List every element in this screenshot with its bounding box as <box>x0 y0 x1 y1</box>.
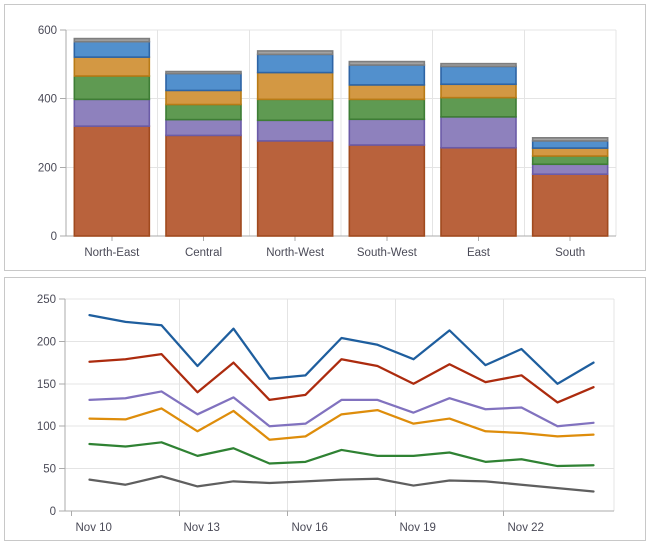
x-category-label: North-East <box>84 247 140 259</box>
line-chart-panel: 0 50 100 150 200 250 Nov 10 Nov 13 Nov 16 Nov 19 N… <box>4 277 646 541</box>
bar-segment-gray[interactable] <box>531 137 609 142</box>
line-series-gray[interactable] <box>88 475 595 493</box>
x-date-label: Nov 19 <box>400 522 436 534</box>
y-tick-label: 100 <box>37 421 56 433</box>
x-category-label: South-West <box>357 247 418 259</box>
bar-segment-green[interactable] <box>348 98 426 121</box>
bar-segment-purple[interactable] <box>256 119 334 142</box>
y-tick-label: 150 <box>37 379 56 391</box>
bar-segment-blue[interactable] <box>348 64 426 86</box>
bar-segment-orange[interactable] <box>256 71 334 101</box>
bar-segment-green[interactable] <box>165 103 242 121</box>
bar-segment-green[interactable] <box>256 98 334 122</box>
line-series-purple[interactable] <box>88 390 595 428</box>
bar-segment-gray[interactable] <box>440 62 517 68</box>
line-series-orange[interactable] <box>88 407 595 441</box>
bar-segment-gray[interactable] <box>73 37 151 43</box>
bar-segment-blue[interactable] <box>73 40 151 58</box>
x-category-label: East <box>467 247 491 259</box>
bar-segment-sienna[interactable] <box>165 134 242 237</box>
line-chart: 0 50 100 150 200 250 Nov 10 Nov 13 Nov 16 Nov 19 N… <box>37 294 615 534</box>
bar-segment-orange[interactable] <box>440 83 517 99</box>
bar-segment-purple[interactable] <box>440 116 517 149</box>
bar-segment-sienna[interactable] <box>440 146 517 237</box>
bar-segment-orange[interactable] <box>348 84 426 101</box>
bar-segment-orange[interactable] <box>73 56 151 77</box>
bar-segment-sienna[interactable] <box>256 140 334 237</box>
stacked-bar-chart: 0 200 400 600 North-East Central North-West Sou… <box>38 25 617 259</box>
y-tick-label: 600 <box>38 25 57 37</box>
bar-segment-gray[interactable] <box>256 50 334 56</box>
bar-segment-green[interactable] <box>440 96 517 118</box>
bar-segment-sienna[interactable] <box>348 144 426 237</box>
x-date-label: Nov 10 <box>76 522 112 534</box>
bar-segment-green[interactable] <box>73 75 151 101</box>
y-tick-label: 0 <box>51 231 57 243</box>
bar-segment-purple[interactable] <box>348 118 426 146</box>
x-date-label: Nov 16 <box>292 522 328 534</box>
line-series-red[interactable] <box>88 352 595 404</box>
bar-segment-blue[interactable] <box>531 140 609 149</box>
line-series-blue[interactable] <box>88 313 595 385</box>
x-category-label: North-West <box>266 247 325 259</box>
bar-segment-sienna[interactable] <box>73 125 151 237</box>
x-date-label: Nov 13 <box>184 522 220 534</box>
y-tick-label: 50 <box>43 464 56 476</box>
bar-segment-gray[interactable] <box>165 70 242 75</box>
bar-segment-orange[interactable] <box>165 89 242 106</box>
x-category-label: Central <box>185 247 222 259</box>
bar-segment-green[interactable] <box>531 155 609 166</box>
y-tick-label: 250 <box>37 294 56 306</box>
bar-segment-blue[interactable] <box>165 72 242 92</box>
y-tick-label: 0 <box>50 506 56 518</box>
bar-segment-gray[interactable] <box>348 60 426 66</box>
bar-segment-sienna[interactable] <box>531 173 609 237</box>
y-tick-label: 200 <box>37 336 56 348</box>
y-tick-label: 400 <box>38 94 57 106</box>
line-series-green[interactable] <box>88 441 595 468</box>
bar-segment-blue[interactable] <box>256 53 334 74</box>
stacked-bar-chart-panel: 0 200 400 600 North-East Central North-West Sou… <box>4 4 646 271</box>
y-tick-label: 200 <box>38 162 57 174</box>
bar-segment-purple[interactable] <box>165 118 242 137</box>
bar-segment-purple[interactable] <box>531 163 609 175</box>
bar-segment-blue[interactable] <box>440 65 517 86</box>
x-date-label: Nov 22 <box>508 522 544 534</box>
bar-segment-purple[interactable] <box>73 98 151 127</box>
bar-segment-orange[interactable] <box>531 147 609 157</box>
x-category-label: South <box>555 247 585 259</box>
